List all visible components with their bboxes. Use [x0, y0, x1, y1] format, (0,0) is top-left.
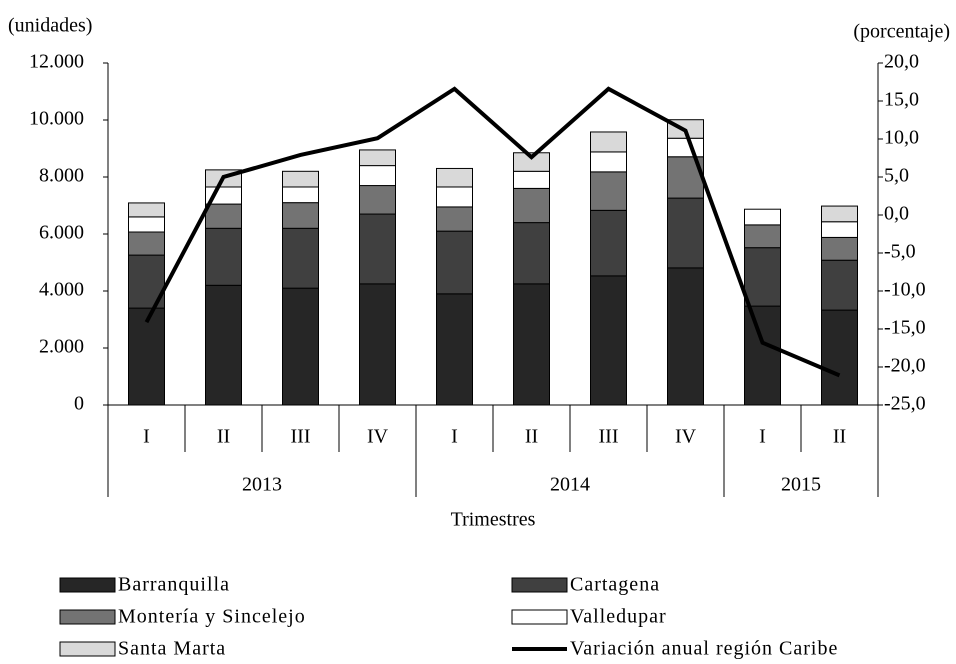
- bar-segment: [359, 149, 396, 167]
- legend-label: Santa Marta: [118, 638, 226, 660]
- y2-tick-label: -15,0: [884, 317, 926, 339]
- x-tick-label: IV: [367, 426, 389, 448]
- legend-label: Valledupar: [570, 606, 667, 628]
- bar-segment: [359, 185, 396, 215]
- x-tick-label: II: [833, 426, 846, 448]
- bar-segment: [205, 203, 242, 229]
- bar-segment: [821, 259, 858, 311]
- bar-segment: [282, 202, 319, 229]
- group-label: 2013: [242, 474, 282, 496]
- bar-segment: [744, 208, 781, 226]
- bar-segment: [513, 283, 550, 406]
- x-tick-label: IV: [675, 426, 697, 448]
- bar-segment: [667, 137, 704, 158]
- y2-tick-label: 20,0: [884, 51, 919, 73]
- bar-segment: [590, 151, 627, 173]
- y2-tick-label: 15,0: [884, 89, 919, 111]
- x-tick-label: I: [143, 426, 150, 448]
- y-tick-label: 0: [74, 393, 84, 415]
- bar-segment: [667, 197, 704, 269]
- y-tick-label: 10.000: [29, 108, 84, 130]
- y2-tick-label: -10,0: [884, 279, 926, 301]
- legend-swatch: [59, 609, 116, 625]
- x-tick-label: II: [217, 426, 230, 448]
- bar-segment: [590, 275, 627, 406]
- bar-segment: [128, 231, 165, 256]
- y-tick-label: 2.000: [39, 336, 84, 358]
- bar-segment: [821, 205, 858, 223]
- bar-segment: [436, 293, 473, 406]
- bar-segment: [744, 224, 781, 249]
- bar-segment: [590, 209, 627, 277]
- bar-segment: [282, 186, 319, 204]
- legend-label: Montería y Sincelejo: [118, 606, 306, 628]
- y-tick-label: 4.000: [39, 279, 84, 301]
- y-tick-label: 8.000: [39, 165, 84, 187]
- x-axis-label: Trimestres: [451, 509, 536, 531]
- bar-segment: [436, 230, 473, 295]
- bar-segment: [667, 267, 704, 406]
- y2-tick-label: -5,0: [884, 241, 916, 263]
- y2-tick-label: 0,0: [884, 203, 909, 225]
- x-tick-label: III: [291, 426, 311, 448]
- bar-segment: [513, 187, 550, 224]
- bar-segment: [821, 236, 858, 261]
- y-tick-label: 6.000: [39, 222, 84, 244]
- bar-segment: [128, 307, 165, 406]
- group-label: 2015: [781, 474, 821, 496]
- y-tick-label: 12.000: [29, 51, 84, 73]
- y2-tick-label: -20,0: [884, 355, 926, 377]
- bar-segment: [282, 227, 319, 289]
- x-tick-label: II: [525, 426, 538, 448]
- bar-segment: [436, 186, 473, 208]
- bar-segment: [590, 131, 627, 153]
- line: [144, 86, 841, 378]
- group-label: 2014: [550, 474, 590, 496]
- y2-tick-label: 10,0: [884, 127, 919, 149]
- x-tick-label: III: [599, 426, 619, 448]
- bar-segment: [359, 283, 396, 406]
- legend-swatch: [59, 641, 116, 657]
- bar-segment: [205, 227, 242, 286]
- bar-segment: [744, 247, 781, 307]
- y2-tick-label: -25,0: [884, 393, 926, 415]
- bar-segment: [436, 167, 473, 188]
- bar-segment: [359, 213, 396, 285]
- legend-swatch: [511, 609, 568, 625]
- y2-axis-label: (porcentaje): [853, 21, 950, 43]
- legend-label: Barranquilla: [118, 574, 230, 596]
- legend-swatch: [511, 577, 568, 593]
- y2-tick-label: 5,0: [884, 165, 909, 187]
- x-tick-label: I: [759, 426, 766, 448]
- bar-segment: [128, 216, 165, 233]
- legend-label: Cartagena: [570, 574, 660, 596]
- bar-segment: [513, 170, 550, 189]
- bar-segment: [359, 165, 396, 187]
- y-axis-label: (unidades): [8, 15, 92, 37]
- bar-segment: [821, 221, 858, 238]
- bar-segment: [128, 202, 165, 218]
- bar-segment: [282, 287, 319, 406]
- x-tick-label: I: [451, 426, 458, 448]
- bar-segment: [821, 309, 858, 406]
- legend-swatch: [59, 577, 116, 593]
- bar-segment: [590, 171, 627, 211]
- legend-label: Variación anual región Caribe: [570, 638, 838, 660]
- bar-segment: [205, 284, 242, 406]
- bar-segment: [436, 206, 473, 232]
- bar-segment: [282, 170, 319, 188]
- bar-segment: [513, 152, 550, 172]
- bar-segment: [744, 305, 781, 406]
- bar-segment: [513, 222, 550, 285]
